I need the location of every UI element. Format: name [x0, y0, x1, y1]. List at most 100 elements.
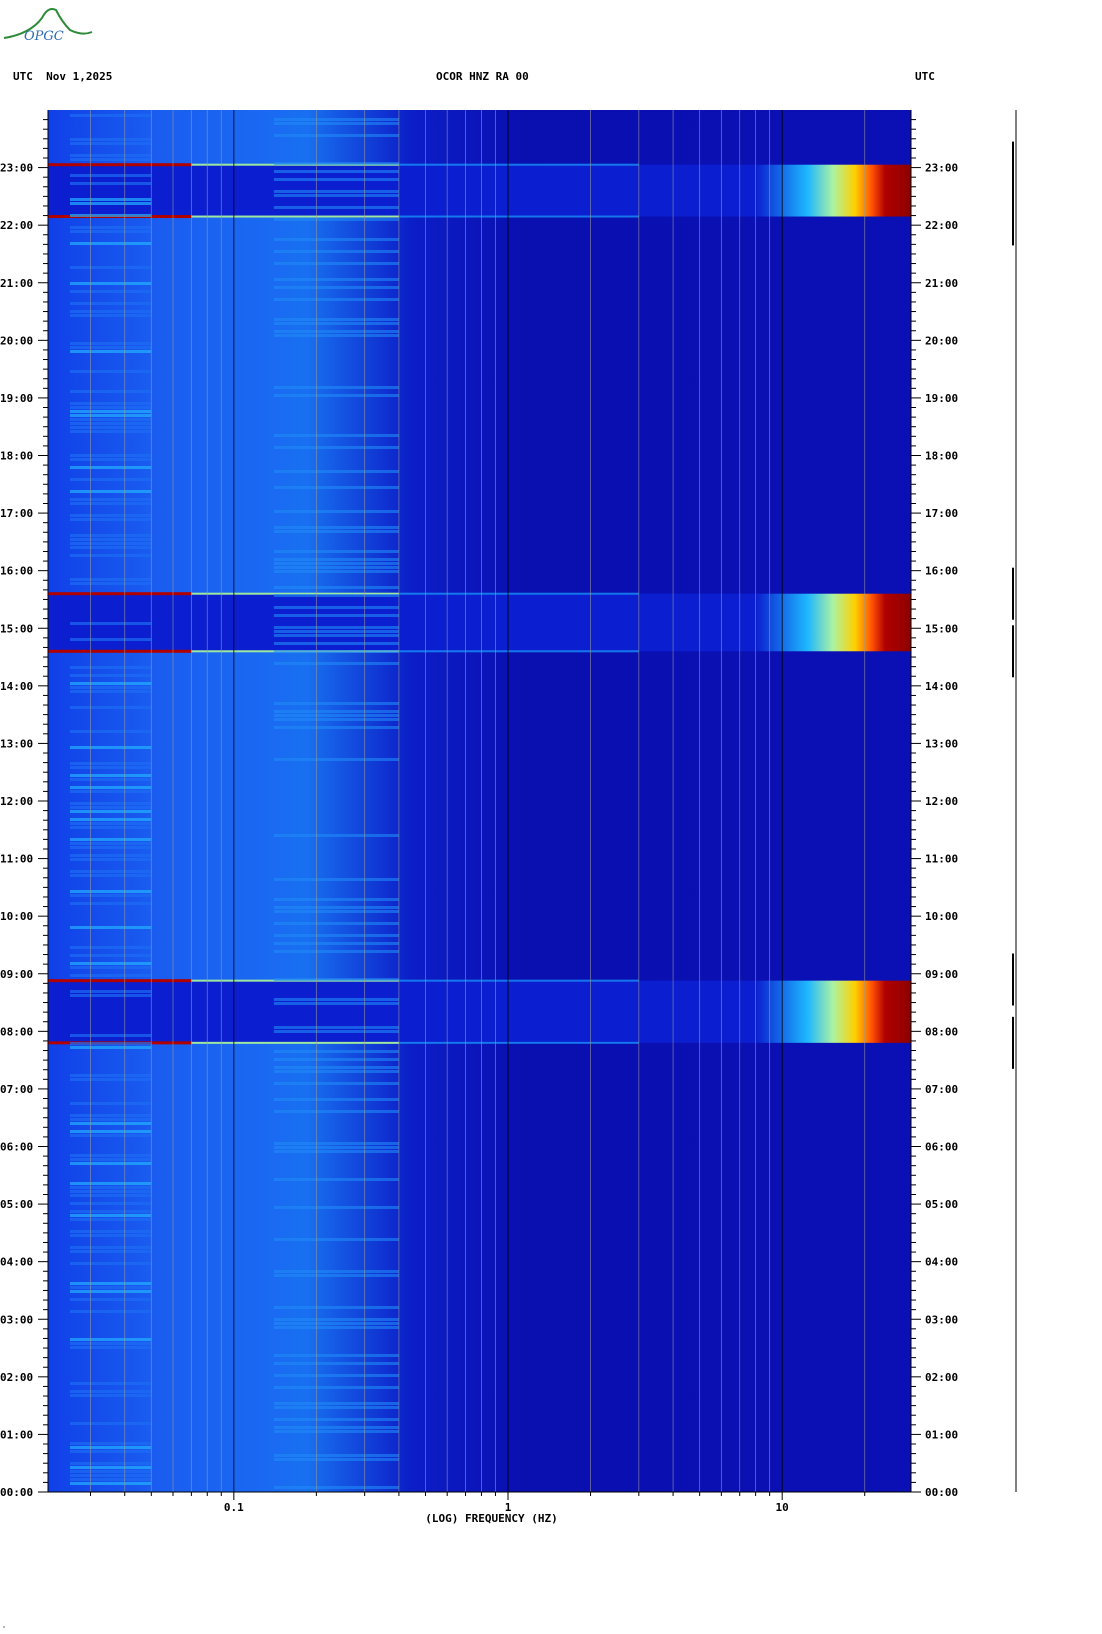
event-edge-line: [48, 592, 192, 596]
spectrogram-texture-band: [70, 778, 152, 781]
spectrogram-texture-band: [70, 1234, 152, 1237]
event-block-2: [48, 593, 911, 652]
spectrogram-texture-band: [273, 550, 399, 553]
spectrogram-texture-band: [273, 594, 399, 597]
spectrogram-texture-band: [70, 1250, 152, 1253]
y-tick-label-left: 04:00: [0, 1256, 33, 1269]
spectrogram-texture-band: [70, 114, 152, 117]
spectrogram-texture-band: [273, 298, 399, 301]
spectrogram-texture-band: [70, 818, 152, 821]
spectrogram-texture-band: [273, 1098, 399, 1101]
y-tick-label-right: 14:00: [925, 680, 958, 693]
event-edge-line: [398, 1041, 639, 1044]
spectrogram-texture-band: [70, 226, 152, 229]
spectrogram-texture-band: [273, 606, 399, 609]
spectrogram-texture-band: [70, 314, 152, 317]
spectrogram-texture-band: [273, 978, 399, 981]
spectrogram-texture-band: [273, 486, 399, 489]
spectrogram-texture-band: [70, 974, 152, 977]
spectrogram-texture-band: [273, 1362, 399, 1365]
y-tick-label-left: 18:00: [0, 450, 33, 463]
header-station-label: OCOR HNZ RA 00: [436, 70, 529, 83]
spectrogram-texture-band: [70, 1230, 152, 1233]
spectrogram-texture-band: [70, 266, 152, 269]
spectrogram-texture-band: [273, 446, 399, 449]
spectrogram-texture-band: [70, 418, 152, 421]
spectrogram-texture-band: [70, 1182, 152, 1185]
spectrogram-texture-band: [70, 290, 152, 293]
spectrogram-texture-band: [273, 922, 399, 925]
spectrogram-texture-band: [70, 638, 152, 641]
spectrogram-texture-band: [273, 1238, 399, 1241]
y-tick-label-left: 08:00: [0, 1025, 33, 1038]
spectrogram-texture-band: [273, 526, 399, 529]
spectrogram-texture-band: [70, 174, 152, 177]
y-tick-label-right: 22:00: [925, 219, 958, 232]
spectrogram-texture-band: [273, 934, 399, 937]
spectrogram-texture-band: [273, 470, 399, 473]
y-tick-label-right: 02:00: [925, 1371, 958, 1384]
spectrogram-texture-band: [273, 1454, 399, 1457]
spectrogram-texture-band: [70, 1382, 152, 1385]
spectrogram-texture-band: [273, 286, 399, 289]
spectrogram-texture-band: [70, 1446, 152, 1449]
spectrogram-texture-band: [70, 1210, 152, 1213]
spectrogram-texture-band: [273, 1026, 399, 1029]
spectrogram-texture-band: [70, 990, 152, 993]
y-tick-label-left: 11:00: [0, 853, 33, 866]
x-axis-title: (LOG) FREQUENCY (HZ): [425, 1512, 557, 1525]
spectrogram-texture-band: [70, 994, 152, 997]
event-edge-line: [398, 215, 639, 218]
spectrogram-texture-band: [273, 898, 399, 901]
spectrogram-texture-band: [273, 1458, 399, 1461]
spectrogram-texture-band: [70, 542, 152, 545]
spectrogram-texture-band: [273, 942, 399, 945]
y-tick-label-right: 09:00: [925, 968, 958, 981]
spectrogram-texture-band: [70, 1282, 152, 1285]
spectrogram-texture-band: [70, 142, 152, 145]
spectrogram-texture-band: [70, 1102, 152, 1105]
spectrogram-texture-band: [70, 666, 152, 669]
spectrogram-texture-band: [70, 894, 152, 897]
spectrogram-texture-band: [273, 278, 399, 281]
spectrogram-background: [48, 110, 911, 1492]
spectrogram-texture-band: [273, 1418, 399, 1421]
y-tick-label-left: 16:00: [0, 565, 33, 578]
spectrogram-texture-band: [273, 178, 399, 181]
spectrogram-texture-band: [70, 538, 152, 541]
spectrogram-texture-band: [70, 426, 152, 429]
spectrogram-texture-band: [70, 1134, 152, 1137]
spectrogram-texture-band: [70, 1202, 152, 1205]
spectrogram-texture-band: [273, 1426, 399, 1429]
spectrogram-texture-band: [273, 570, 399, 573]
spectrogram-texture-band: [70, 762, 152, 765]
spectrogram-texture-band: [273, 194, 399, 197]
spectrogram-texture-band: [70, 422, 152, 425]
spectrogram-texture-band: [70, 1310, 152, 1313]
spectrogram-texture-band: [273, 650, 399, 653]
event-edge-line: [191, 1041, 399, 1044]
spectrogram-texture-band: [70, 686, 152, 689]
y-tick-label-left: 15:00: [0, 622, 33, 635]
event-edge-line: [398, 979, 639, 982]
spectrogram-texture-band: [70, 1078, 152, 1081]
spectrogram-texture-band: [273, 710, 399, 713]
y-tick-label-right: 05:00: [925, 1198, 958, 1211]
spectrogram-texture-band: [70, 926, 152, 929]
spectrogram-texture-band: [273, 1374, 399, 1377]
y-tick-label-right: 06:00: [925, 1141, 958, 1154]
y-tick-label-right: 04:00: [925, 1256, 958, 1269]
spectrogram-texture-band: [70, 962, 152, 965]
spectrogram-texture-band: [70, 1122, 152, 1125]
spectrogram-texture-band: [273, 998, 399, 1001]
event-edge-line: [191, 215, 399, 218]
spectrogram-texture-band: [273, 1402, 399, 1405]
spectrogram-texture-band: [273, 1322, 399, 1325]
spectrogram-texture-band: [70, 1074, 152, 1077]
header-right-label: UTC: [915, 70, 935, 83]
spectrogram-texture-band: [273, 562, 399, 565]
y-tick-label-right: 00:00: [925, 1486, 958, 1499]
spectrogram-texture-band: [70, 1262, 152, 1265]
spectrogram-texture-band: [273, 1178, 399, 1181]
spectrogram-texture-band: [70, 582, 152, 585]
